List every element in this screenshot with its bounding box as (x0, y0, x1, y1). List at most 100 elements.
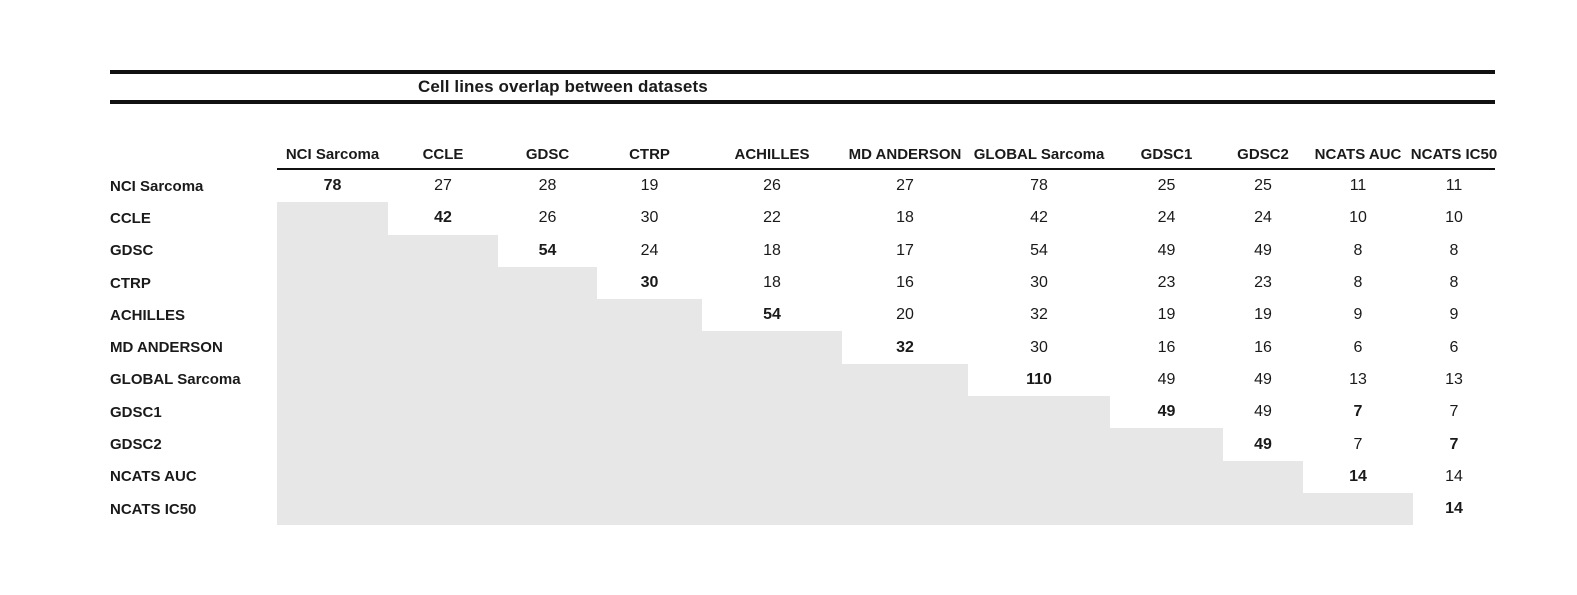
matrix-cell: 25 (1254, 177, 1272, 195)
shaded-empty-cell (1110, 492, 1223, 526)
matrix-cell: 30 (640, 274, 659, 292)
matrix-cell: 9 (1353, 306, 1363, 324)
shaded-empty-cell (388, 396, 498, 429)
column-header: CCLE (388, 142, 498, 170)
shaded-empty-cell (597, 460, 702, 493)
shaded-empty-cell (1223, 460, 1303, 493)
matrix-cell: 30 (1030, 274, 1048, 292)
shaded-empty-cell (498, 299, 597, 332)
matrix-cell: 20 (896, 306, 914, 324)
shaded-empty-cell (702, 492, 842, 526)
matrix-cell: 14 (1445, 467, 1463, 485)
shaded-empty-cell (388, 331, 498, 364)
matrix-cell: 18 (896, 209, 914, 227)
matrix-cell: 110 (1026, 370, 1052, 388)
matrix-cell: 16 (896, 274, 914, 292)
matrix-cell: 24 (1254, 209, 1272, 227)
matrix-cell: 7 (1449, 403, 1459, 421)
table-title: Cell lines overlap between datasets (418, 77, 708, 96)
matrix-cell: 8 (1353, 241, 1363, 259)
shaded-empty-cell (597, 428, 702, 461)
shaded-empty-cell (277, 460, 388, 493)
shaded-empty-cell (842, 428, 968, 461)
shaded-empty-cell (968, 492, 1110, 526)
shaded-empty-cell (1223, 492, 1303, 526)
matrix-cell: 7 (1353, 403, 1363, 421)
matrix-cell: 19 (640, 177, 659, 195)
row-label: NCI Sarcoma (110, 177, 204, 195)
column-header: GDSC2 (1223, 142, 1303, 170)
matrix-cell: 16 (1254, 338, 1272, 356)
matrix-cell: 49 (1254, 241, 1272, 259)
column-header: NCATS AUC (1303, 142, 1413, 170)
shaded-empty-cell (498, 428, 597, 461)
matrix-cell: 23 (1157, 274, 1176, 292)
matrix-cell: 13 (1445, 370, 1463, 388)
matrix-cell: 14 (1349, 467, 1367, 485)
matrix-cell: 19 (1254, 306, 1272, 324)
matrix-cell: 14 (1445, 500, 1463, 518)
matrix-cell: 6 (1353, 338, 1363, 356)
row-label: NCATS AUC (110, 468, 197, 486)
shaded-empty-cell (388, 299, 498, 332)
matrix-cell: 78 (323, 177, 342, 195)
shaded-empty-cell (277, 331, 388, 364)
matrix-cell: 26 (763, 177, 781, 195)
shaded-empty-cell (498, 396, 597, 429)
row-label: CTRP (110, 274, 151, 292)
column-header: GDSC1 (1110, 142, 1223, 170)
shaded-empty-cell (388, 363, 498, 397)
shaded-empty-cell (597, 492, 702, 526)
shaded-empty-cell (277, 234, 388, 267)
shaded-empty-cell (498, 460, 597, 493)
matrix-cell: 10 (1349, 209, 1367, 227)
matrix-cell: 27 (896, 177, 914, 195)
row-label: MD ANDERSON (110, 339, 223, 357)
row-label: NCATS IC50 (110, 500, 197, 518)
row-label: ACHILLES (110, 306, 185, 324)
column-header: MD ANDERSON (842, 142, 968, 170)
shaded-empty-cell (968, 460, 1110, 493)
shaded-empty-cell (842, 492, 968, 526)
shaded-empty-cell (498, 492, 597, 526)
matrix-cell: 49 (1157, 403, 1176, 421)
column-header: GLOBAL Sarcoma (968, 142, 1110, 170)
shaded-empty-cell (498, 363, 597, 397)
table-title-band: Cell lines overlap between datasets (110, 70, 1495, 104)
shaded-empty-cell (597, 363, 702, 397)
matrix-cell: 32 (1030, 306, 1048, 324)
matrix-cell: 54 (1030, 241, 1048, 259)
matrix-cell: 6 (1449, 338, 1459, 356)
matrix-cell: 27 (434, 177, 452, 195)
matrix-cell: 7 (1449, 435, 1459, 453)
shaded-empty-cell (277, 299, 388, 332)
shaded-empty-cell (388, 460, 498, 493)
matrix-cell: 11 (1349, 177, 1367, 195)
matrix-cell: 54 (763, 306, 781, 324)
matrix-cell: 24 (640, 241, 659, 259)
matrix-cell: 49 (1157, 241, 1176, 259)
matrix-cell: 30 (1030, 338, 1048, 356)
shaded-empty-cell (968, 396, 1110, 429)
matrix-cell: 23 (1254, 274, 1272, 292)
matrix-cell: 42 (434, 209, 452, 227)
matrix-cell: 54 (538, 241, 557, 259)
shaded-empty-cell (388, 234, 498, 267)
matrix-cell: 24 (1157, 209, 1176, 227)
shaded-empty-cell (1110, 460, 1223, 493)
matrix-cell: 49 (1254, 403, 1272, 421)
matrix-cell: 49 (1254, 370, 1272, 388)
row-label: GDSC (110, 242, 154, 260)
matrix-cell: 49 (1157, 370, 1176, 388)
matrix-cell: 8 (1449, 274, 1459, 292)
shaded-empty-cell (597, 331, 702, 364)
matrix-cell: 28 (538, 177, 557, 195)
row-label: CCLE (110, 209, 151, 227)
shaded-empty-cell (968, 428, 1110, 461)
matrix-cell: 18 (763, 274, 781, 292)
row-label: GDSC2 (110, 436, 162, 454)
matrix-cell: 78 (1030, 177, 1048, 195)
column-header: CTRP (597, 142, 702, 170)
shaded-empty-cell (498, 266, 597, 300)
